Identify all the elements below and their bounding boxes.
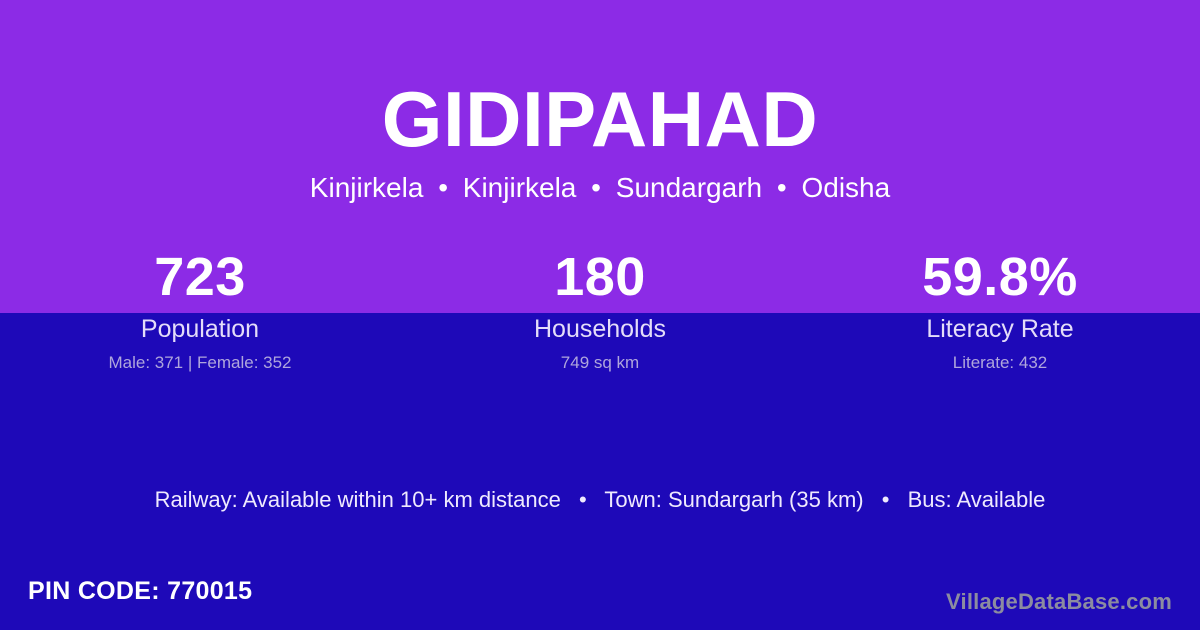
stat-label-households: Households bbox=[533, 315, 667, 343]
breadcrumb-separator: • bbox=[591, 172, 601, 203]
amenity-bus: Bus: Available bbox=[907, 487, 1046, 512]
stats-row: 723 Population Male: 371 | Female: 352 1… bbox=[0, 246, 1200, 374]
stat-sub-households: 749 sq km bbox=[560, 353, 640, 372]
breadcrumb-separator: • bbox=[438, 172, 448, 203]
stat-value-literacy-rate: 59.8% bbox=[922, 247, 1078, 307]
stat-literacy-rate: 59.8% Literacy Rate Literate: 432 bbox=[800, 246, 1200, 374]
stat-households: 180 Households 749 sq km bbox=[400, 246, 800, 374]
stat-label-literacy-rate: Literacy Rate bbox=[926, 315, 1074, 343]
card-header: GIDIPAHAD Kinjirkela • Kinjirkela • Sund… bbox=[0, 0, 1200, 202]
stat-value-population: 723 bbox=[154, 247, 246, 307]
page-title: GIDIPAHAD bbox=[381, 75, 819, 163]
breadcrumb-item-block: Kinjirkela bbox=[462, 172, 577, 203]
breadcrumb-item-village: Kinjirkela bbox=[309, 172, 424, 203]
pin-code: PIN CODE: 770015 bbox=[28, 577, 253, 605]
breadcrumb-item-state: Odisha bbox=[801, 172, 891, 203]
stat-sub-literacy-rate: Literate: 432 bbox=[952, 353, 1048, 372]
stat-value-households: 180 bbox=[554, 247, 646, 307]
amenities-line: Railway: Available within 10+ km distanc… bbox=[0, 484, 1200, 516]
site-brand: VillageDataBase.com bbox=[946, 589, 1172, 614]
stat-label-population: Population bbox=[140, 315, 260, 343]
purple-background-band bbox=[0, 0, 1200, 313]
amenity-separator: • bbox=[578, 487, 587, 512]
stat-population: 723 Population Male: 371 | Female: 352 bbox=[0, 246, 400, 374]
stat-sub-population: Male: 371 | Female: 352 bbox=[108, 353, 292, 372]
blue-background-band bbox=[0, 313, 1200, 630]
amenity-separator: • bbox=[881, 487, 890, 512]
breadcrumb-item-district: Sundargarh bbox=[615, 172, 763, 203]
amenity-railway: Railway: Available within 10+ km distanc… bbox=[154, 487, 561, 512]
amenity-town: Town: Sundargarh (35 km) bbox=[604, 487, 864, 512]
breadcrumb-separator: • bbox=[776, 172, 787, 203]
breadcrumb: Kinjirkela • Kinjirkela • Sundargarh • O… bbox=[0, 158, 1200, 202]
